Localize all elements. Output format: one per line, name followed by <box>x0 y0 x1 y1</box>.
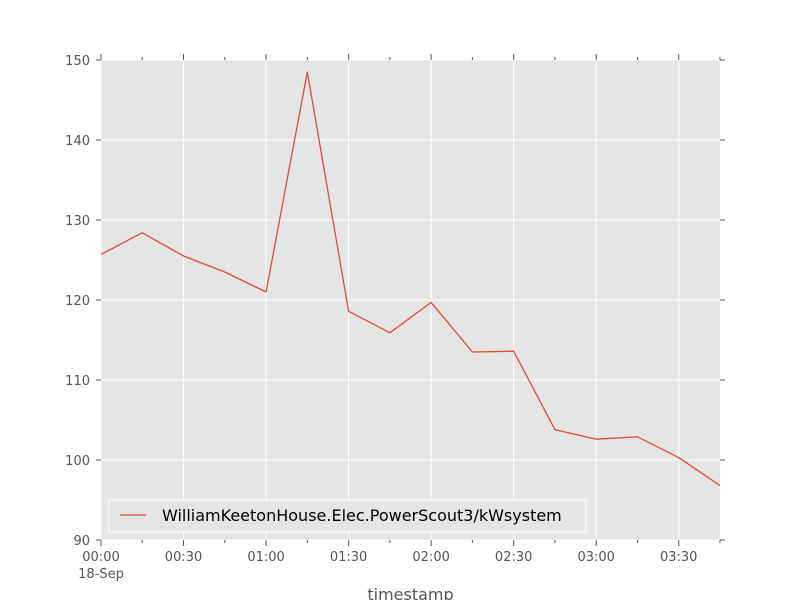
y-tick-label: 150 <box>65 54 90 69</box>
x-axis-label: timestamp <box>367 585 453 600</box>
y-tick-label: 120 <box>65 294 90 309</box>
x-tick-label: 01:00 <box>247 550 284 565</box>
y-tick-label: 110 <box>65 374 90 389</box>
y-tick-label: 100 <box>65 454 90 469</box>
x-tick-sublabel: 18-Sep <box>78 567 124 582</box>
legend: WilliamKeetonHouse.Elec.PowerScout3/kWsy… <box>108 499 587 533</box>
x-tick-label: 00:00 <box>82 550 119 565</box>
x-tick-label: 03:00 <box>577 550 614 565</box>
y-tick-label: 130 <box>65 214 90 229</box>
legend-box <box>108 499 587 533</box>
series-layer <box>100 71 721 487</box>
x-tick-label: 03:30 <box>660 550 697 565</box>
legend-label: WilliamKeetonHouse.Elec.PowerScout3/kWsy… <box>162 506 562 525</box>
x-tick-label: 00:30 <box>165 550 202 565</box>
x-tick-label: 01:30 <box>330 550 367 565</box>
x-tick-label: 02:30 <box>495 550 532 565</box>
series-line <box>100 71 721 487</box>
axes: 90 100 110 120 130 140 150 00:00 18-Sep 00:30 01:0… <box>65 54 725 582</box>
y-tick-label: 140 <box>65 134 90 149</box>
y-tick-label: 90 <box>73 534 90 549</box>
x-tick-label: 02:00 <box>412 550 449 565</box>
